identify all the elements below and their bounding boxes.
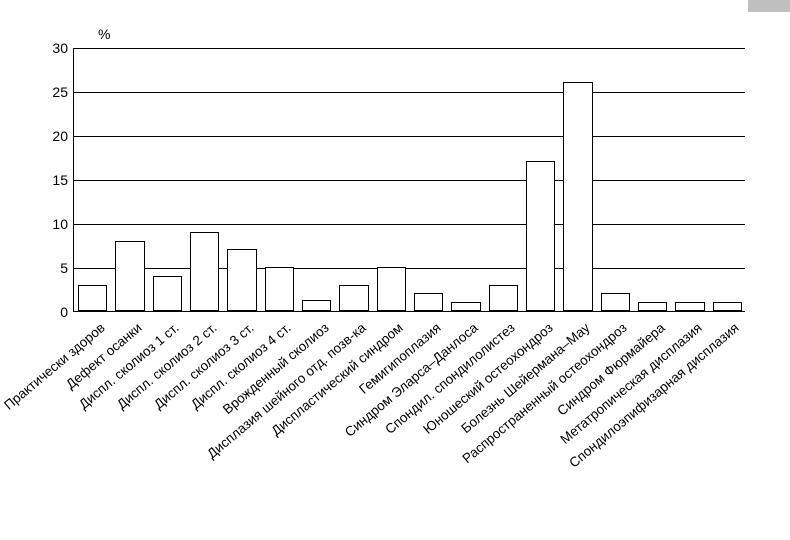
- bar: [563, 82, 592, 311]
- bar: [78, 285, 107, 311]
- y-axis-title: %: [98, 26, 110, 42]
- bar: [265, 267, 294, 311]
- bar: [489, 285, 518, 311]
- bars: [74, 48, 745, 311]
- bar: [638, 302, 667, 311]
- x-axis-labels: Практически здоровДефект осанкиДиспл. ск…: [73, 320, 745, 540]
- bar: [526, 161, 555, 311]
- bar: [601, 293, 630, 311]
- chart-container: % 051015202530 Практически здоровДефект …: [0, 0, 790, 527]
- plot-area: 051015202530: [73, 48, 745, 312]
- bar: [451, 302, 480, 311]
- y-tick-label: 0: [60, 304, 68, 320]
- bar: [675, 302, 704, 311]
- bar: [153, 276, 182, 311]
- y-tick-label: 30: [52, 40, 68, 56]
- y-tick-label: 20: [52, 128, 68, 144]
- bar: [339, 285, 368, 311]
- y-tick-label: 10: [52, 216, 68, 232]
- bar: [377, 267, 406, 311]
- bar: [713, 302, 742, 311]
- bar: [302, 300, 331, 311]
- y-tick-label: 15: [52, 172, 68, 188]
- gray-corner-box: [748, 0, 790, 12]
- y-tick-label: 5: [60, 260, 68, 276]
- bar: [227, 249, 256, 311]
- bar: [115, 241, 144, 311]
- y-tick-label: 25: [52, 84, 68, 100]
- bar: [190, 232, 219, 311]
- bar: [414, 293, 443, 311]
